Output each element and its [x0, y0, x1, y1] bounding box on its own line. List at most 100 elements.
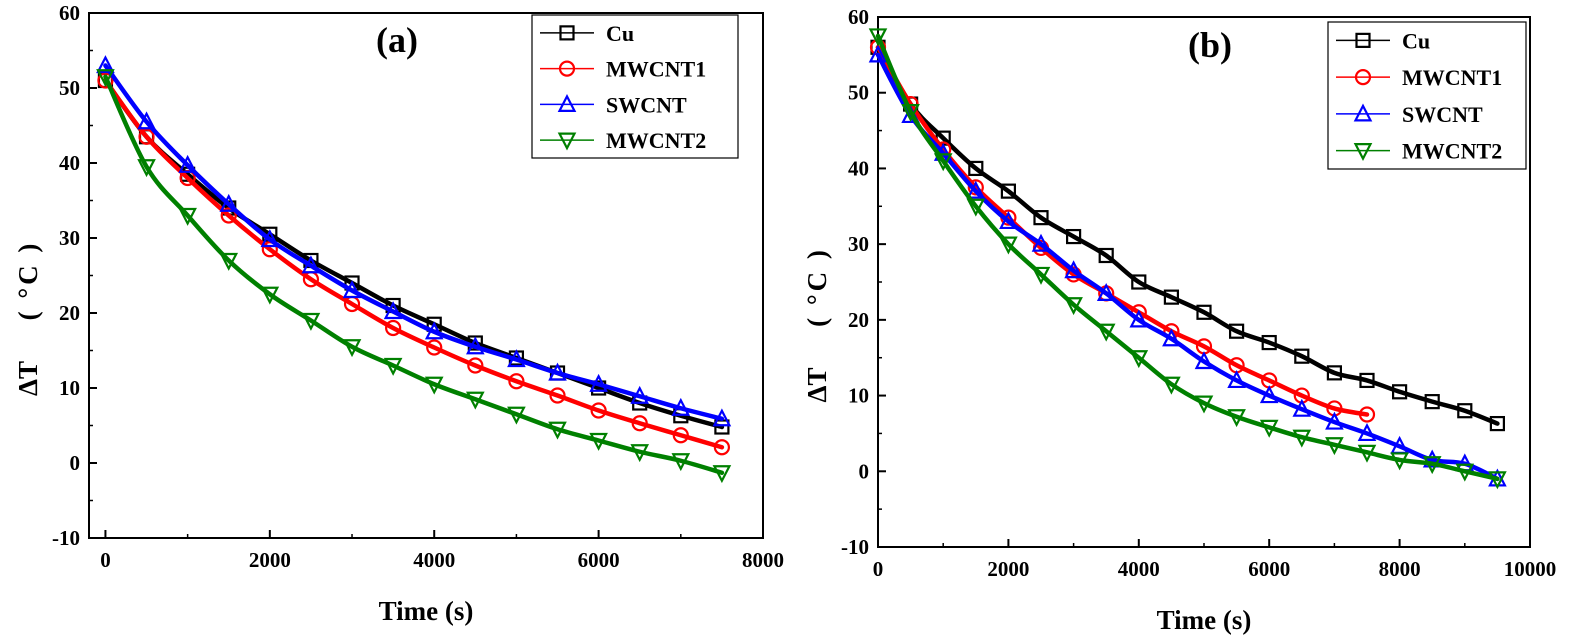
data-point: [933, 153, 953, 172]
series-mwcnt2: [868, 28, 1507, 490]
data-point: [1455, 463, 1475, 482]
data-point: [1358, 406, 1376, 423]
series-line: [875, 45, 1370, 417]
data-point: [1325, 437, 1344, 456]
data-point: [301, 255, 321, 274]
legend: Cu MWCNT1 SWCNT MWCNT2: [1327, 21, 1527, 170]
series-line: [103, 63, 725, 421]
data-point: [672, 427, 689, 444]
data-point: [220, 207, 237, 224]
data-point: [549, 387, 566, 404]
series-mwcnt1: [869, 39, 1376, 423]
y-tick-label: 20: [59, 301, 80, 325]
data-point: [507, 349, 526, 368]
legend: Cu MWCNT1 SWCNT MWCNT2: [531, 14, 739, 159]
data-point: [1031, 266, 1051, 285]
legend-label: MWCNT2: [1402, 139, 1502, 164]
y-tick-label: 0: [70, 451, 81, 475]
data-point: [712, 465, 732, 484]
x-tick-label: 0: [100, 548, 111, 572]
legend-label: Cu: [1402, 28, 1430, 53]
legend-marker: [1353, 143, 1373, 162]
legend-marker: [558, 60, 576, 77]
chart-panel-1: 0 2000 4000 6000 8000 -10 0 10 20 30 40 50 60 Time (s…: [13, 1, 784, 626]
data-point: [966, 180, 986, 199]
data-point: [1326, 365, 1343, 381]
data-point: [1196, 304, 1212, 320]
data-point: [1424, 394, 1440, 410]
data-point: [137, 111, 156, 130]
data-point: [1227, 370, 1246, 389]
y-axis-title-unit: ( °C ): [802, 247, 832, 327]
data-point: [178, 154, 197, 173]
y-axis-title-symbol: ΔT: [802, 368, 832, 403]
data-point: [1064, 260, 1083, 279]
data-point: [1457, 403, 1473, 419]
data-point: [1129, 350, 1149, 369]
data-point: [96, 69, 115, 88]
x-tick-label: 2000: [249, 548, 291, 572]
y-tick-label: 60: [848, 5, 869, 29]
data-point: [868, 28, 888, 47]
legend-label: MWCNT1: [606, 57, 706, 82]
data-point: [1422, 456, 1442, 475]
x-axis-title: Time (s): [379, 596, 474, 626]
data-point: [1359, 372, 1375, 389]
data-point: [1294, 348, 1310, 364]
x-tick-label: 6000: [1248, 557, 1290, 581]
data-point: [1261, 334, 1277, 351]
data-point: [424, 376, 444, 395]
data-point: [630, 444, 650, 463]
data-point: [1096, 323, 1116, 342]
data-point: [1357, 444, 1377, 463]
y-tick-label: 50: [59, 76, 80, 100]
y-axis-title: ΔT ( °C ): [802, 247, 832, 402]
legend-label: MWCNT1: [1402, 65, 1502, 90]
data-point: [466, 336, 485, 355]
series-line: [103, 78, 725, 450]
data-point: [589, 373, 608, 392]
data-point: [1064, 297, 1083, 316]
data-point: [590, 402, 607, 419]
data-point: [868, 44, 888, 63]
data-point: [1292, 429, 1312, 448]
y-tick-label: 60: [59, 1, 80, 25]
y-tick-label: -10: [52, 526, 80, 550]
y-tick-label: 30: [848, 232, 869, 256]
y-tick-label: 50: [848, 81, 869, 105]
data-point: [630, 385, 650, 404]
data-point: [301, 312, 321, 331]
data-point: [1227, 409, 1246, 428]
data-point: [589, 432, 608, 451]
data-point: [1390, 452, 1409, 471]
panel-label: (b): [1188, 25, 1232, 65]
y-tick-label: 30: [59, 226, 80, 250]
legend-marker: [1354, 69, 1372, 86]
data-point: [1163, 289, 1180, 305]
legend-marker: [1355, 32, 1371, 48]
data-point: [1357, 423, 1377, 442]
data-point: [383, 301, 403, 320]
data-point: [999, 236, 1018, 255]
data-point: [1162, 376, 1181, 395]
data-point: [96, 55, 115, 74]
data-point: [671, 453, 691, 472]
data-point: [137, 159, 156, 178]
legend-marker: [557, 93, 577, 112]
data-point: [260, 229, 280, 248]
data-point: [1489, 415, 1506, 432]
data-point: [1422, 449, 1442, 468]
x-tick-label: 4000: [1118, 557, 1160, 581]
data-point: [424, 321, 444, 340]
data-point: [138, 128, 155, 145]
data-point: [1259, 419, 1279, 438]
data-point: [631, 415, 648, 432]
series-line: [103, 78, 725, 430]
data-point: [507, 406, 526, 425]
y-tick-label: 40: [59, 151, 80, 175]
data-point: [968, 160, 984, 177]
data-point: [178, 207, 197, 226]
x-axis-title: Time (s): [1157, 605, 1252, 635]
x-tick-label: 8000: [742, 548, 784, 572]
data-point: [385, 319, 402, 337]
